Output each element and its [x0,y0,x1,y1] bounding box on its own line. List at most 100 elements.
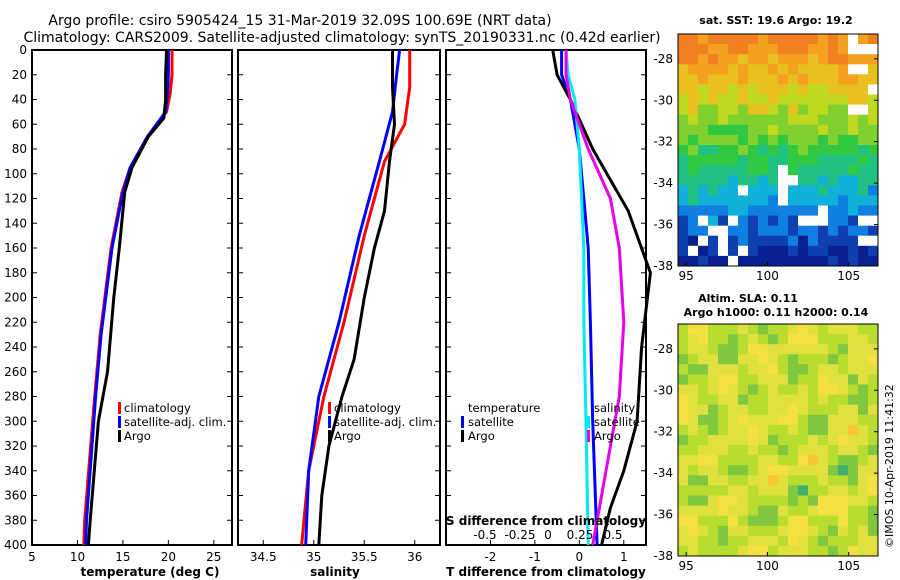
sst-cell [688,114,699,126]
sst-cell [818,245,829,257]
xtick-label-0-3: 20 [161,550,176,564]
xtick-label-0-1: 10 [70,550,85,564]
sla-cell [818,344,829,355]
sst-cell [848,165,859,176]
sla-cell [798,485,809,496]
sst-cell [678,64,689,75]
sst-cell [728,235,739,247]
sla-cell [818,475,829,486]
sst-cell [858,64,869,75]
sla-cell [848,455,859,466]
legend-swatch-s-satellite [587,416,590,428]
sst-cell [818,114,829,126]
sla-cell [858,505,869,517]
sst-cell [748,245,759,257]
sla-cell [788,435,799,446]
sst-cell [858,155,869,166]
sst-cell [808,195,819,206]
sla-cell [848,535,859,547]
sst-cell [728,84,739,95]
sst-cell [838,205,849,216]
sla-cell [748,404,759,416]
sla-cell [758,394,769,406]
sst-cell [678,205,689,216]
sla-cell [748,545,759,557]
sla-cell [808,515,819,527]
sla-cell [828,374,839,385]
sla-cell [728,515,739,527]
sst-cell [688,74,699,85]
sst-cell [728,145,739,156]
map-ytick-label: -32 [653,135,673,149]
sst-cell [698,175,709,186]
sst-cell [828,245,839,257]
sla-cell [718,374,729,385]
sla-cell [798,535,809,547]
sst-cell [788,175,799,186]
sst-cell [838,195,849,206]
sst-cell [798,155,809,166]
sla-cell [678,545,689,557]
sst-cell [838,54,849,65]
sst-cell [788,235,799,247]
sst-cell [718,235,729,247]
difference-xlabel: T difference from climatology [446,565,646,579]
sst-cell [698,165,709,176]
sla-cell [798,435,809,446]
ytick-label-7: 140 [4,216,27,230]
sst-cell [838,165,849,176]
sla-cell [738,485,749,496]
sst-cell [788,104,799,116]
sla-cell [698,394,709,406]
sla-cell [768,465,779,476]
sst-cell [808,54,819,65]
sst-cell [788,124,799,136]
sla-cell [738,334,749,345]
sla-cell [748,455,759,466]
sst-cell [688,44,699,55]
sla-cell [778,435,789,446]
sst-cell [858,124,869,136]
sst-cell [778,225,789,237]
sst-cell [678,215,689,227]
sst-cell [828,44,839,55]
sst-cell [768,34,779,45]
sst-cell [748,134,759,146]
sst-cell [788,114,799,126]
sla-cell [858,525,869,537]
sla-cell [838,324,849,335]
sla-cell [798,344,809,355]
sla-cell [758,485,769,496]
sst-cell [758,114,769,126]
sst-cell [768,185,779,196]
sst-cell [768,195,779,206]
sla-cell [748,445,759,456]
sla-map-frame [677,323,879,557]
difference-x2label: S difference from climatology [446,514,646,528]
sst-cell [798,64,809,75]
sst-cell [808,64,819,75]
sla-cell [728,364,739,375]
sst-cell [768,134,779,146]
sst-cell [688,235,699,247]
sst-cell [788,165,799,176]
sla-cell [728,485,739,496]
sst-cell [748,225,759,237]
sla-cell [788,465,799,476]
sst-cell [848,64,859,75]
sla-cell [708,515,719,527]
sla-cell [788,414,799,426]
sst-cell [868,44,879,55]
sla-cell [828,364,839,375]
sla-cell [778,475,789,486]
sla-cell [858,424,869,436]
sla-cell [828,435,839,446]
xtick-label-1-1: 35 [306,550,321,564]
timestamp-stamp: ©IMOS 10-Apr-2019 11:41:32 [883,384,896,548]
sla-cell [688,505,699,517]
sst-cell [708,44,719,55]
sla-cell [718,455,729,466]
sla-cell [728,505,739,517]
sla-cell [778,354,789,365]
sst-cell [868,124,879,136]
